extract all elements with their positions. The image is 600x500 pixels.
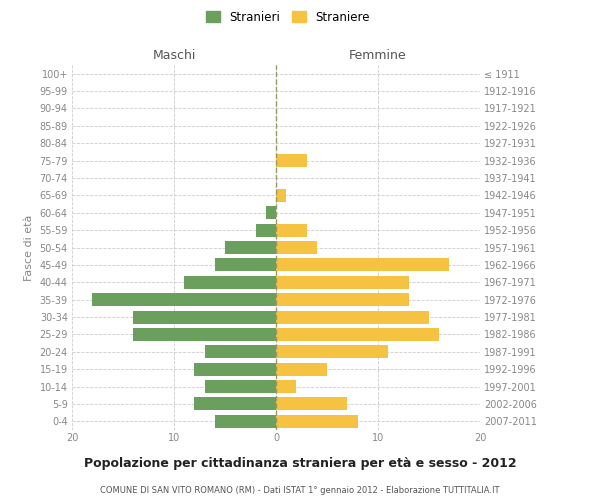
Bar — [276, 398, 347, 410]
Y-axis label: Fasce di età: Fasce di età — [24, 214, 34, 280]
Bar — [194, 398, 276, 410]
Bar — [133, 310, 276, 324]
Bar — [256, 224, 276, 236]
Bar — [215, 415, 276, 428]
Bar — [266, 206, 276, 220]
Text: COMUNE DI SAN VITO ROMANO (RM) - Dati ISTAT 1° gennaio 2012 - Elaborazione TUTTI: COMUNE DI SAN VITO ROMANO (RM) - Dati IS… — [100, 486, 500, 495]
Bar — [276, 415, 358, 428]
Bar — [205, 346, 276, 358]
Bar — [276, 293, 409, 306]
Bar — [225, 241, 276, 254]
Bar — [276, 380, 296, 393]
Bar — [184, 276, 276, 289]
Bar — [215, 258, 276, 272]
Text: Femmine: Femmine — [349, 48, 407, 62]
Bar — [194, 362, 276, 376]
Bar — [276, 346, 388, 358]
Bar — [276, 224, 307, 236]
Bar — [276, 258, 449, 272]
Legend: Stranieri, Straniere: Stranieri, Straniere — [203, 8, 373, 26]
Bar — [276, 328, 439, 341]
Bar — [133, 328, 276, 341]
Bar — [92, 293, 276, 306]
Bar — [276, 276, 409, 289]
Bar — [276, 241, 317, 254]
Bar — [276, 154, 307, 167]
Text: Popolazione per cittadinanza straniera per età e sesso - 2012: Popolazione per cittadinanza straniera p… — [83, 458, 517, 470]
Bar — [276, 189, 286, 202]
Bar — [276, 310, 429, 324]
Bar — [276, 362, 327, 376]
Bar — [205, 380, 276, 393]
Text: Maschi: Maschi — [152, 48, 196, 62]
